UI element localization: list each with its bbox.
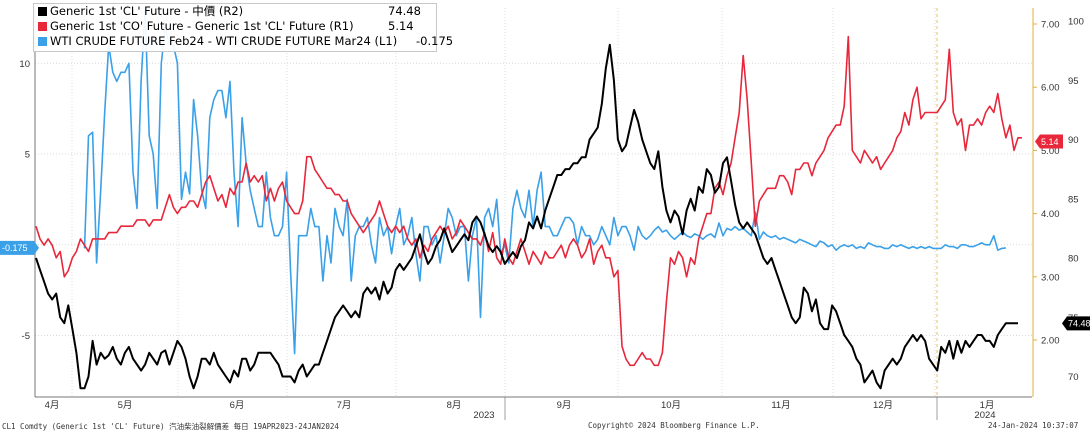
left-tick-label: -5 bbox=[22, 331, 30, 342]
x-tick-label: 1月 bbox=[980, 400, 995, 411]
right-r2-tick-label: 95 bbox=[1068, 76, 1079, 87]
right-r2-tick-label: 70 bbox=[1068, 372, 1079, 383]
x-tick-label: 8月 bbox=[447, 400, 462, 411]
legend-label-co-cl: Generic 1st 'CO' Future - Generic 1st 'C… bbox=[50, 19, 354, 33]
series-line-1 bbox=[35, 35, 1022, 367]
legend-swatch-cl1 bbox=[38, 7, 47, 16]
legend-label-cl1: Generic 1st 'CL' Future - 中價 (R2) bbox=[50, 4, 244, 18]
right-r1-tick-label: 2.00 bbox=[1041, 336, 1060, 347]
year-separators bbox=[504, 8, 938, 420]
x-tick-label: 9月 bbox=[557, 400, 572, 411]
legend-value-co-cl: 5.14 bbox=[388, 19, 414, 33]
legend-label-wti-spread: WTI CRUDE FUTURE Feb24 - WTI CRUDE FUTUR… bbox=[50, 34, 398, 48]
footer-timestamp: 24-Jan-2024 10:37:07 bbox=[988, 421, 1079, 430]
last-value-tag: 74.48 bbox=[1062, 316, 1090, 331]
right-r1-tick-label: 5.00 bbox=[1041, 146, 1060, 157]
year-label: 2023 bbox=[473, 410, 494, 421]
footer-source: CL1 Comdty (Generic 1st 'CL' Future) 汽油柴… bbox=[2, 422, 339, 431]
legend-item-co-cl: Generic 1st 'CO' Future - Generic 1st 'C… bbox=[34, 19, 436, 34]
legend-item-wti-spread: WTI CRUDE FUTURE Feb24 - WTI CRUDE FUTUR… bbox=[34, 34, 453, 49]
left-tick-label: 10 bbox=[19, 59, 30, 70]
tick-labels: 10 5 -5 7.00 6.00 5.00 4.00 3.00 2.00 100 95 90 85 80… bbox=[19, 17, 1083, 432]
right-r1-tick-label: 7.00 bbox=[1041, 20, 1060, 31]
legend-swatch-wti-spread bbox=[38, 37, 47, 46]
x-tick-label: 12月 bbox=[873, 400, 893, 411]
x-tick-label: 5月 bbox=[118, 400, 133, 411]
x-tick-label: 7月 bbox=[337, 400, 352, 411]
right-r1-tick-label: 6.00 bbox=[1041, 83, 1060, 94]
right-r2-tick-label: 85 bbox=[1068, 194, 1079, 205]
legend-swatch-co-cl bbox=[38, 22, 47, 31]
series-line-0 bbox=[35, 43, 1018, 390]
legend: Generic 1st 'CL' Future - 中價 (R2) 74.48 … bbox=[33, 3, 453, 52]
x-tick-label: 6月 bbox=[230, 400, 245, 411]
last-value-tag-shape bbox=[1035, 134, 1063, 149]
legend-value-cl1: 74.48 bbox=[388, 4, 421, 18]
right-r2-tick-label: 90 bbox=[1068, 135, 1079, 146]
gridlines bbox=[35, 8, 1032, 397]
last-value-tag: -0.175 bbox=[0, 240, 39, 255]
last-value-tag-shape bbox=[1062, 316, 1090, 331]
last-value-tag-label: -0.175 bbox=[2, 243, 28, 253]
right-r1-tick-label: 3.00 bbox=[1041, 272, 1060, 283]
left-tick-label: 5 bbox=[25, 150, 30, 161]
legend-value-wti-spread: -0.175 bbox=[416, 34, 454, 48]
x-tick-label: 4月 bbox=[45, 400, 60, 411]
legend-item-cl1: Generic 1st 'CL' Future - 中價 (R2) 74.48 bbox=[34, 4, 436, 19]
last-value-tag-label: 74.48 bbox=[1068, 319, 1090, 329]
right-r2-tick-label: 100 bbox=[1068, 17, 1084, 28]
series-line-2 bbox=[83, 8, 1006, 355]
last-value-tag-label: 5.14 bbox=[1041, 137, 1059, 147]
year-label: 2024 bbox=[974, 410, 995, 421]
last-value-tag-shape bbox=[0, 240, 39, 255]
last-value-tags: -0.175 5.14 74.48 bbox=[0, 134, 1090, 331]
x-tick-label: 10月 bbox=[661, 400, 681, 411]
right-r2-tick-label: 80 bbox=[1068, 254, 1079, 265]
right-r1-tick-label: 4.00 bbox=[1041, 209, 1060, 220]
last-value-tag: 5.14 bbox=[1035, 134, 1063, 149]
axes bbox=[34, 8, 1034, 398]
series-lines bbox=[35, 8, 1022, 390]
footer-copyright: Copyright© 2024 Bloomberg Finance L.P. bbox=[588, 421, 760, 430]
x-tick-label: 11月 bbox=[771, 400, 790, 411]
